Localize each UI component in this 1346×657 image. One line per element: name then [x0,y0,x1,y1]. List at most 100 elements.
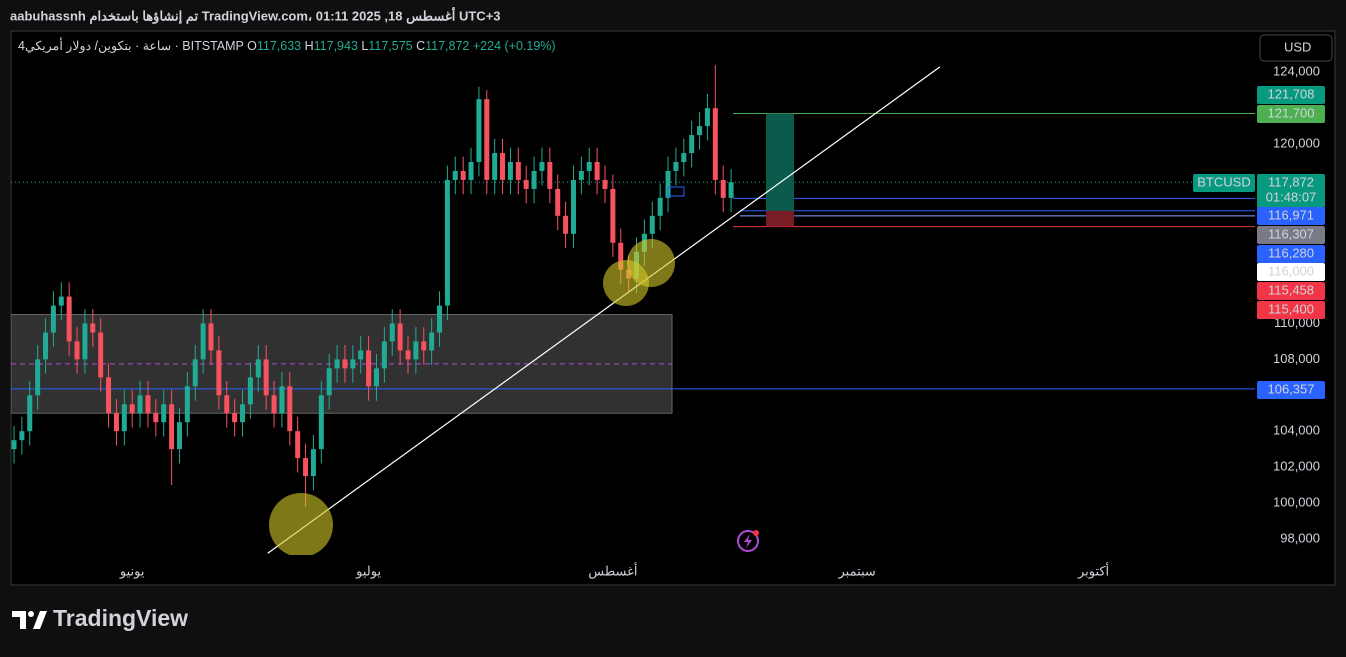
price-badge [1257,174,1325,208]
candle-body [358,350,364,360]
price-badge-label: 116,971 [1268,207,1314,222]
price-badge-label: 116,280 [1268,245,1314,260]
x-tick-label: سبتمبر [837,563,875,579]
position-loss [766,210,794,227]
brand-logo [12,611,47,629]
candle-body [610,188,616,243]
candle-body [310,449,316,477]
candle-body [366,350,372,387]
legend-change: +224 (+0.19%) [473,39,556,53]
candle-body [74,341,80,360]
candle-body [350,359,356,369]
highlight-circle [627,239,675,287]
symbol-tag [1193,174,1255,192]
candle-body [531,170,537,189]
legend-value: 117,943 [314,39,358,53]
candle-body [247,377,253,405]
trendline [267,66,941,554]
price-badge [1257,301,1325,319]
x-tick-label: يونيو [119,563,145,579]
y-tick-label: 100,000 [1273,494,1320,509]
candle-body [263,359,269,396]
candle-body [578,170,584,180]
candle-body [397,323,403,351]
candle-body [255,359,261,378]
candle-body [19,431,25,441]
candle-body [295,431,301,459]
candle-body [689,135,695,154]
candle-body [169,404,175,450]
candle-body [58,296,64,306]
candle-body [98,332,104,378]
candle-body [492,153,498,180]
legend-value: 117,575 [368,39,412,53]
candle-body [507,162,513,180]
candle-body [66,296,72,342]
candle-body [43,332,49,360]
candle-body [697,126,703,136]
candle-body [468,162,474,180]
legend-symbol: 4ساعة · بتكوين/ دولار أمريكي · BITSTAMP [18,37,244,54]
candle-body [153,413,159,423]
candle-body [232,413,238,423]
candle-body [555,188,561,216]
candle-body [570,179,576,234]
candle-body [712,108,718,180]
y-tick-label: 120,000 [1273,135,1320,150]
candle-body [161,404,167,423]
candle-body [318,395,324,450]
legend: 4ساعة · بتكوين/ دولار أمريكي · BITSTAMP … [18,37,556,54]
currency[interactable]: USD [1284,39,1311,54]
y-tick-label: 108,000 [1273,351,1320,366]
candle-body [216,350,222,396]
candle-body [665,170,671,198]
symbol-label: BTCUSD [1197,174,1250,189]
candle-body [539,162,545,171]
position-profit [766,113,794,211]
candle-body [208,323,214,351]
candle-body [113,413,119,432]
candle-body [476,99,482,162]
candle-body [618,242,624,270]
header: aabuhassnh تم إنشاؤها باستخدام TradingVi… [10,7,501,24]
plot-area [11,65,1255,555]
price-badge-label: 106,357 [1268,381,1315,396]
candle-body [728,182,734,198]
x-tick-label: أغسطس [588,562,637,579]
legend-value: 117,633 [257,39,301,53]
candle-body [452,170,458,180]
price-badge-label: 121,708 [1268,86,1315,101]
lightning-icon[interactable] [737,530,759,552]
price-badge-label: 117,872 [1268,174,1314,189]
highlight-circle [269,493,333,555]
candle-body [224,395,230,414]
y-tick-label: 102,000 [1273,459,1320,474]
candle-body [563,215,569,234]
legend-key: O [247,39,257,53]
candle-body [421,341,427,351]
price-badge [1257,105,1325,123]
brand: TradingView [53,605,188,631]
price-badge-label: 115,400 [1268,301,1314,316]
candle-body [500,153,506,180]
candle-body [82,323,88,360]
candle-body [460,170,466,180]
candle-body [515,162,521,180]
candle-body [484,99,490,180]
x-tick-label: أكتوبر [1077,562,1109,579]
candle-body [35,359,41,396]
price-badge [1257,263,1325,281]
candle-body [594,162,600,180]
currency-button[interactable] [1259,34,1333,62]
price-badge-label: 115,458 [1268,282,1314,297]
x-tick-label: يوليو [355,563,381,579]
candle-body [704,108,710,127]
y-tick-label: 104,000 [1273,423,1320,438]
legend-key: L [361,39,368,53]
candle-body [413,341,419,360]
candle-body [405,350,411,360]
y-tick-label: 98,000 [1280,530,1320,545]
candle-body [137,395,143,414]
price-badge-label: 121,700 [1268,105,1315,120]
price-badge [1257,282,1325,300]
